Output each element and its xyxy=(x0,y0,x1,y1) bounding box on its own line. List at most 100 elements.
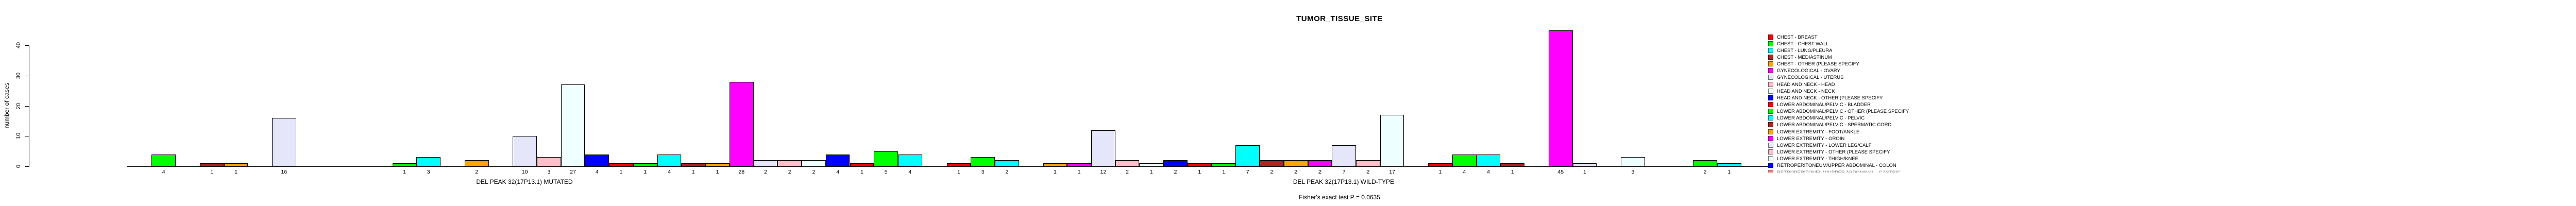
bar-group2-slot24 xyxy=(1500,163,1525,167)
bar-group1-slot31 xyxy=(850,163,874,167)
legend-item: CHEST - OTHER (PLEASE SPECIFY xyxy=(1768,61,1943,67)
bar-group1-slot32 xyxy=(874,151,898,167)
bar-group1-slot29 xyxy=(802,160,826,167)
legend-item: CHEST - MEDIASTINUM xyxy=(1768,54,1943,61)
bar-group1-slot21 xyxy=(609,163,633,167)
bar-group2-slot5 xyxy=(1043,163,1067,167)
legend-label: GYNECOLOGICAL - UTERUS xyxy=(1777,75,1844,81)
bar-value-label: 1 xyxy=(1511,169,1514,175)
bar-group2-slot29 xyxy=(1621,157,1645,167)
legend-color-swatch xyxy=(1768,169,1773,173)
bar-value-label: 1 xyxy=(1727,169,1731,175)
bar-group1-slot17 xyxy=(513,136,537,167)
legend-color-swatch xyxy=(1768,122,1773,128)
bar-group1-slot15 xyxy=(464,160,489,167)
bar-group2-slot3 xyxy=(995,160,1019,167)
bar-group1-slot4 xyxy=(199,163,224,167)
bar-value-label: 2 xyxy=(1318,169,1321,175)
legend-item: LOWER EXTREMITY - THIGH/KNEE xyxy=(1768,156,1943,162)
bar-value-label: 45 xyxy=(1557,169,1564,175)
legend-color-swatch xyxy=(1768,41,1773,46)
legend-label: LOWER ABDOMINAL/PELVIC - PELVIC xyxy=(1777,115,1865,122)
legend-label: CHEST - BREAST xyxy=(1777,34,1818,40)
legend-label: LOWER ABDOMINAL/PELVIC - BLADDER xyxy=(1777,102,1871,108)
legend-label: LOWER EXTREMITY - GROIN xyxy=(1777,135,1845,142)
legend-item: LOWER EXTREMITY - OTHER (PLEASE SPECIFY xyxy=(1768,149,1943,156)
legend-item: CHEST - CHEST WALL xyxy=(1768,41,1943,47)
legend-color-swatch xyxy=(1768,142,1773,148)
bar-value-label: 3 xyxy=(547,169,551,175)
bar-value-label: 1 xyxy=(1583,169,1586,175)
bar-group2-slot8 xyxy=(1115,160,1140,167)
bar-value-label: 4 xyxy=(836,169,840,175)
legend-color-swatch xyxy=(1768,115,1773,121)
bar-value-label: 2 xyxy=(788,169,791,175)
bar-value-label: 1 xyxy=(1053,169,1057,175)
bar-value-label: 5 xyxy=(884,169,888,175)
bar-group1-slot20 xyxy=(585,154,609,167)
bar-group1-slot22 xyxy=(633,163,657,167)
bar-value-label: 1 xyxy=(1149,169,1153,175)
legend-color-swatch xyxy=(1768,81,1773,87)
bar-group2-slot22 xyxy=(1452,154,1477,167)
legend-color-swatch xyxy=(1768,109,1773,114)
bar-value-label: 4 xyxy=(1463,169,1466,175)
bar-value-label: 1 xyxy=(403,169,406,175)
bar-group1-slot19 xyxy=(561,84,585,167)
legend-color-swatch xyxy=(1768,68,1773,74)
bar-value-label: 17 xyxy=(1389,169,1395,175)
legend-label: HEAD AND NECK - HEAD xyxy=(1777,81,1835,88)
legend-label: CHEST - CHEST WALL xyxy=(1777,41,1829,47)
bar-group1-slot25 xyxy=(705,163,730,167)
legend-color-swatch xyxy=(1768,34,1773,40)
bar-value-label: 4 xyxy=(668,169,671,175)
bar-group2-slot15 xyxy=(1283,160,1308,167)
y-tick-mark xyxy=(25,166,29,167)
legend-label: LOWER ABDOMINAL/PELVIC - SPERMATIC CORD xyxy=(1777,122,1892,128)
bar-group2-slot1 xyxy=(946,163,971,167)
bar-value-label: 7 xyxy=(1342,169,1346,175)
bar-value-label: 1 xyxy=(619,169,623,175)
bar-value-label: 10 xyxy=(521,169,528,175)
bar-value-label: 1 xyxy=(691,169,695,175)
bar-value-label: 1 xyxy=(643,169,647,175)
bar-group1-slot2 xyxy=(151,154,176,167)
bar-group2-slot17 xyxy=(1332,145,1356,167)
legend-item: GYNECOLOGICAL - OVARY xyxy=(1768,67,1943,74)
legend-color-swatch xyxy=(1768,149,1773,155)
legend-item: LOWER EXTREMITY - GROIN xyxy=(1768,135,1943,142)
group-label-mutated: DEL PEAK 32(17P13.1) MUTATED xyxy=(476,178,573,185)
y-tick-mark xyxy=(25,106,29,107)
bar-group1-slot12 xyxy=(392,163,417,167)
bar-value-label: 3 xyxy=(1631,169,1635,175)
bar-group2-slot6 xyxy=(1067,163,1091,167)
bar-value-label: 16 xyxy=(281,169,287,175)
y-axis-title: number of cases xyxy=(3,82,10,129)
bar-value-label: 4 xyxy=(908,169,912,175)
bar-group1-slot26 xyxy=(729,81,754,167)
bar-value-label: 2 xyxy=(1703,169,1707,175)
bar-group1-slot5 xyxy=(224,163,248,167)
fisher-test-pvalue: Fisher's exact test P = 0.0635 xyxy=(1299,194,1380,201)
bar-group1-slot18 xyxy=(537,157,561,167)
bar-value-label: 4 xyxy=(1487,169,1490,175)
bar-group1-slot28 xyxy=(777,160,802,167)
legend-item: LOWER EXTREMITY - FOOT/ANKLE xyxy=(1768,129,1943,135)
bar-value-label: 3 xyxy=(981,169,985,175)
bar-value-label: 1 xyxy=(210,169,214,175)
y-tick-label: 40 xyxy=(15,42,22,49)
legend-color-swatch xyxy=(1768,61,1773,67)
bar-group2-slot11 xyxy=(1187,163,1212,167)
bar-value-label: 28 xyxy=(738,169,745,175)
bar-value-label: 1 xyxy=(716,169,719,175)
legend-item: LOWER ABDOMINAL/PELVIC - OTHER (PLEASE S… xyxy=(1768,108,1943,115)
bar-group2-slot2 xyxy=(971,157,995,167)
bar-group2-slot12 xyxy=(1211,163,1236,167)
bar-value-label: 2 xyxy=(1126,169,1129,175)
y-tick-label: 0 xyxy=(15,164,22,168)
bar-group1-slot23 xyxy=(657,154,682,167)
bar-group1-slot13 xyxy=(416,157,441,167)
bar-group2-slot18 xyxy=(1356,160,1380,167)
bar-value-label: 1 xyxy=(234,169,238,175)
